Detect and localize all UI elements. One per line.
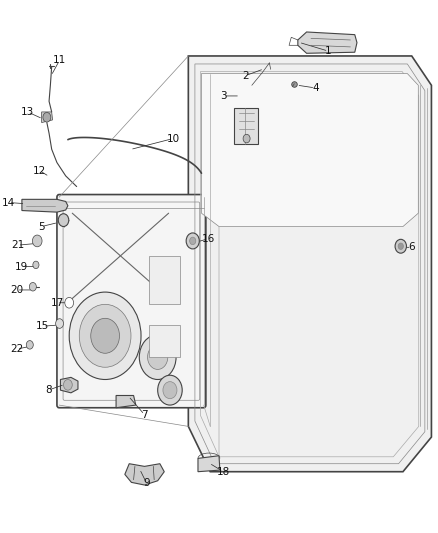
Polygon shape: [198, 456, 220, 472]
Circle shape: [29, 282, 36, 291]
Text: 5: 5: [38, 222, 45, 231]
FancyBboxPatch shape: [57, 195, 206, 408]
Polygon shape: [60, 377, 78, 393]
Circle shape: [56, 319, 64, 328]
Circle shape: [186, 233, 199, 249]
Text: 1: 1: [325, 46, 332, 56]
Circle shape: [139, 335, 176, 379]
Circle shape: [163, 382, 177, 399]
Polygon shape: [125, 464, 164, 485]
Text: 14: 14: [2, 198, 15, 207]
Text: 3: 3: [220, 91, 227, 101]
Polygon shape: [22, 199, 68, 212]
Circle shape: [148, 345, 168, 369]
Polygon shape: [116, 395, 136, 408]
Text: 10: 10: [166, 134, 180, 143]
Polygon shape: [298, 32, 357, 53]
Text: 16: 16: [201, 234, 215, 244]
Polygon shape: [234, 108, 258, 144]
Text: 11: 11: [53, 55, 66, 65]
Circle shape: [32, 235, 42, 247]
Circle shape: [243, 134, 250, 143]
Text: 12: 12: [33, 166, 46, 175]
Circle shape: [91, 318, 120, 353]
Circle shape: [398, 243, 403, 249]
Text: 19: 19: [15, 262, 28, 271]
Polygon shape: [42, 112, 53, 123]
Text: 15: 15: [36, 321, 49, 331]
Text: 22: 22: [10, 344, 23, 354]
Circle shape: [79, 304, 131, 367]
Text: 9: 9: [143, 479, 150, 488]
Text: 17: 17: [50, 298, 64, 308]
Text: 20: 20: [10, 285, 23, 295]
Circle shape: [69, 292, 141, 379]
Text: 18: 18: [217, 467, 230, 477]
Circle shape: [158, 375, 182, 405]
Circle shape: [190, 237, 196, 245]
Text: 21: 21: [11, 240, 24, 250]
Text: 13: 13: [21, 107, 34, 117]
Polygon shape: [188, 56, 431, 472]
Circle shape: [58, 214, 69, 227]
Circle shape: [33, 261, 39, 269]
Circle shape: [26, 341, 33, 349]
Text: 4: 4: [312, 83, 319, 93]
Text: 7: 7: [141, 410, 148, 419]
Bar: [149, 256, 180, 304]
Circle shape: [64, 379, 72, 390]
Text: 2: 2: [242, 71, 249, 80]
Polygon shape: [201, 74, 418, 227]
Circle shape: [65, 297, 74, 308]
Circle shape: [43, 112, 51, 122]
Text: 8: 8: [45, 385, 52, 395]
Circle shape: [395, 239, 406, 253]
Text: 6: 6: [408, 243, 415, 252]
Bar: [149, 325, 180, 357]
